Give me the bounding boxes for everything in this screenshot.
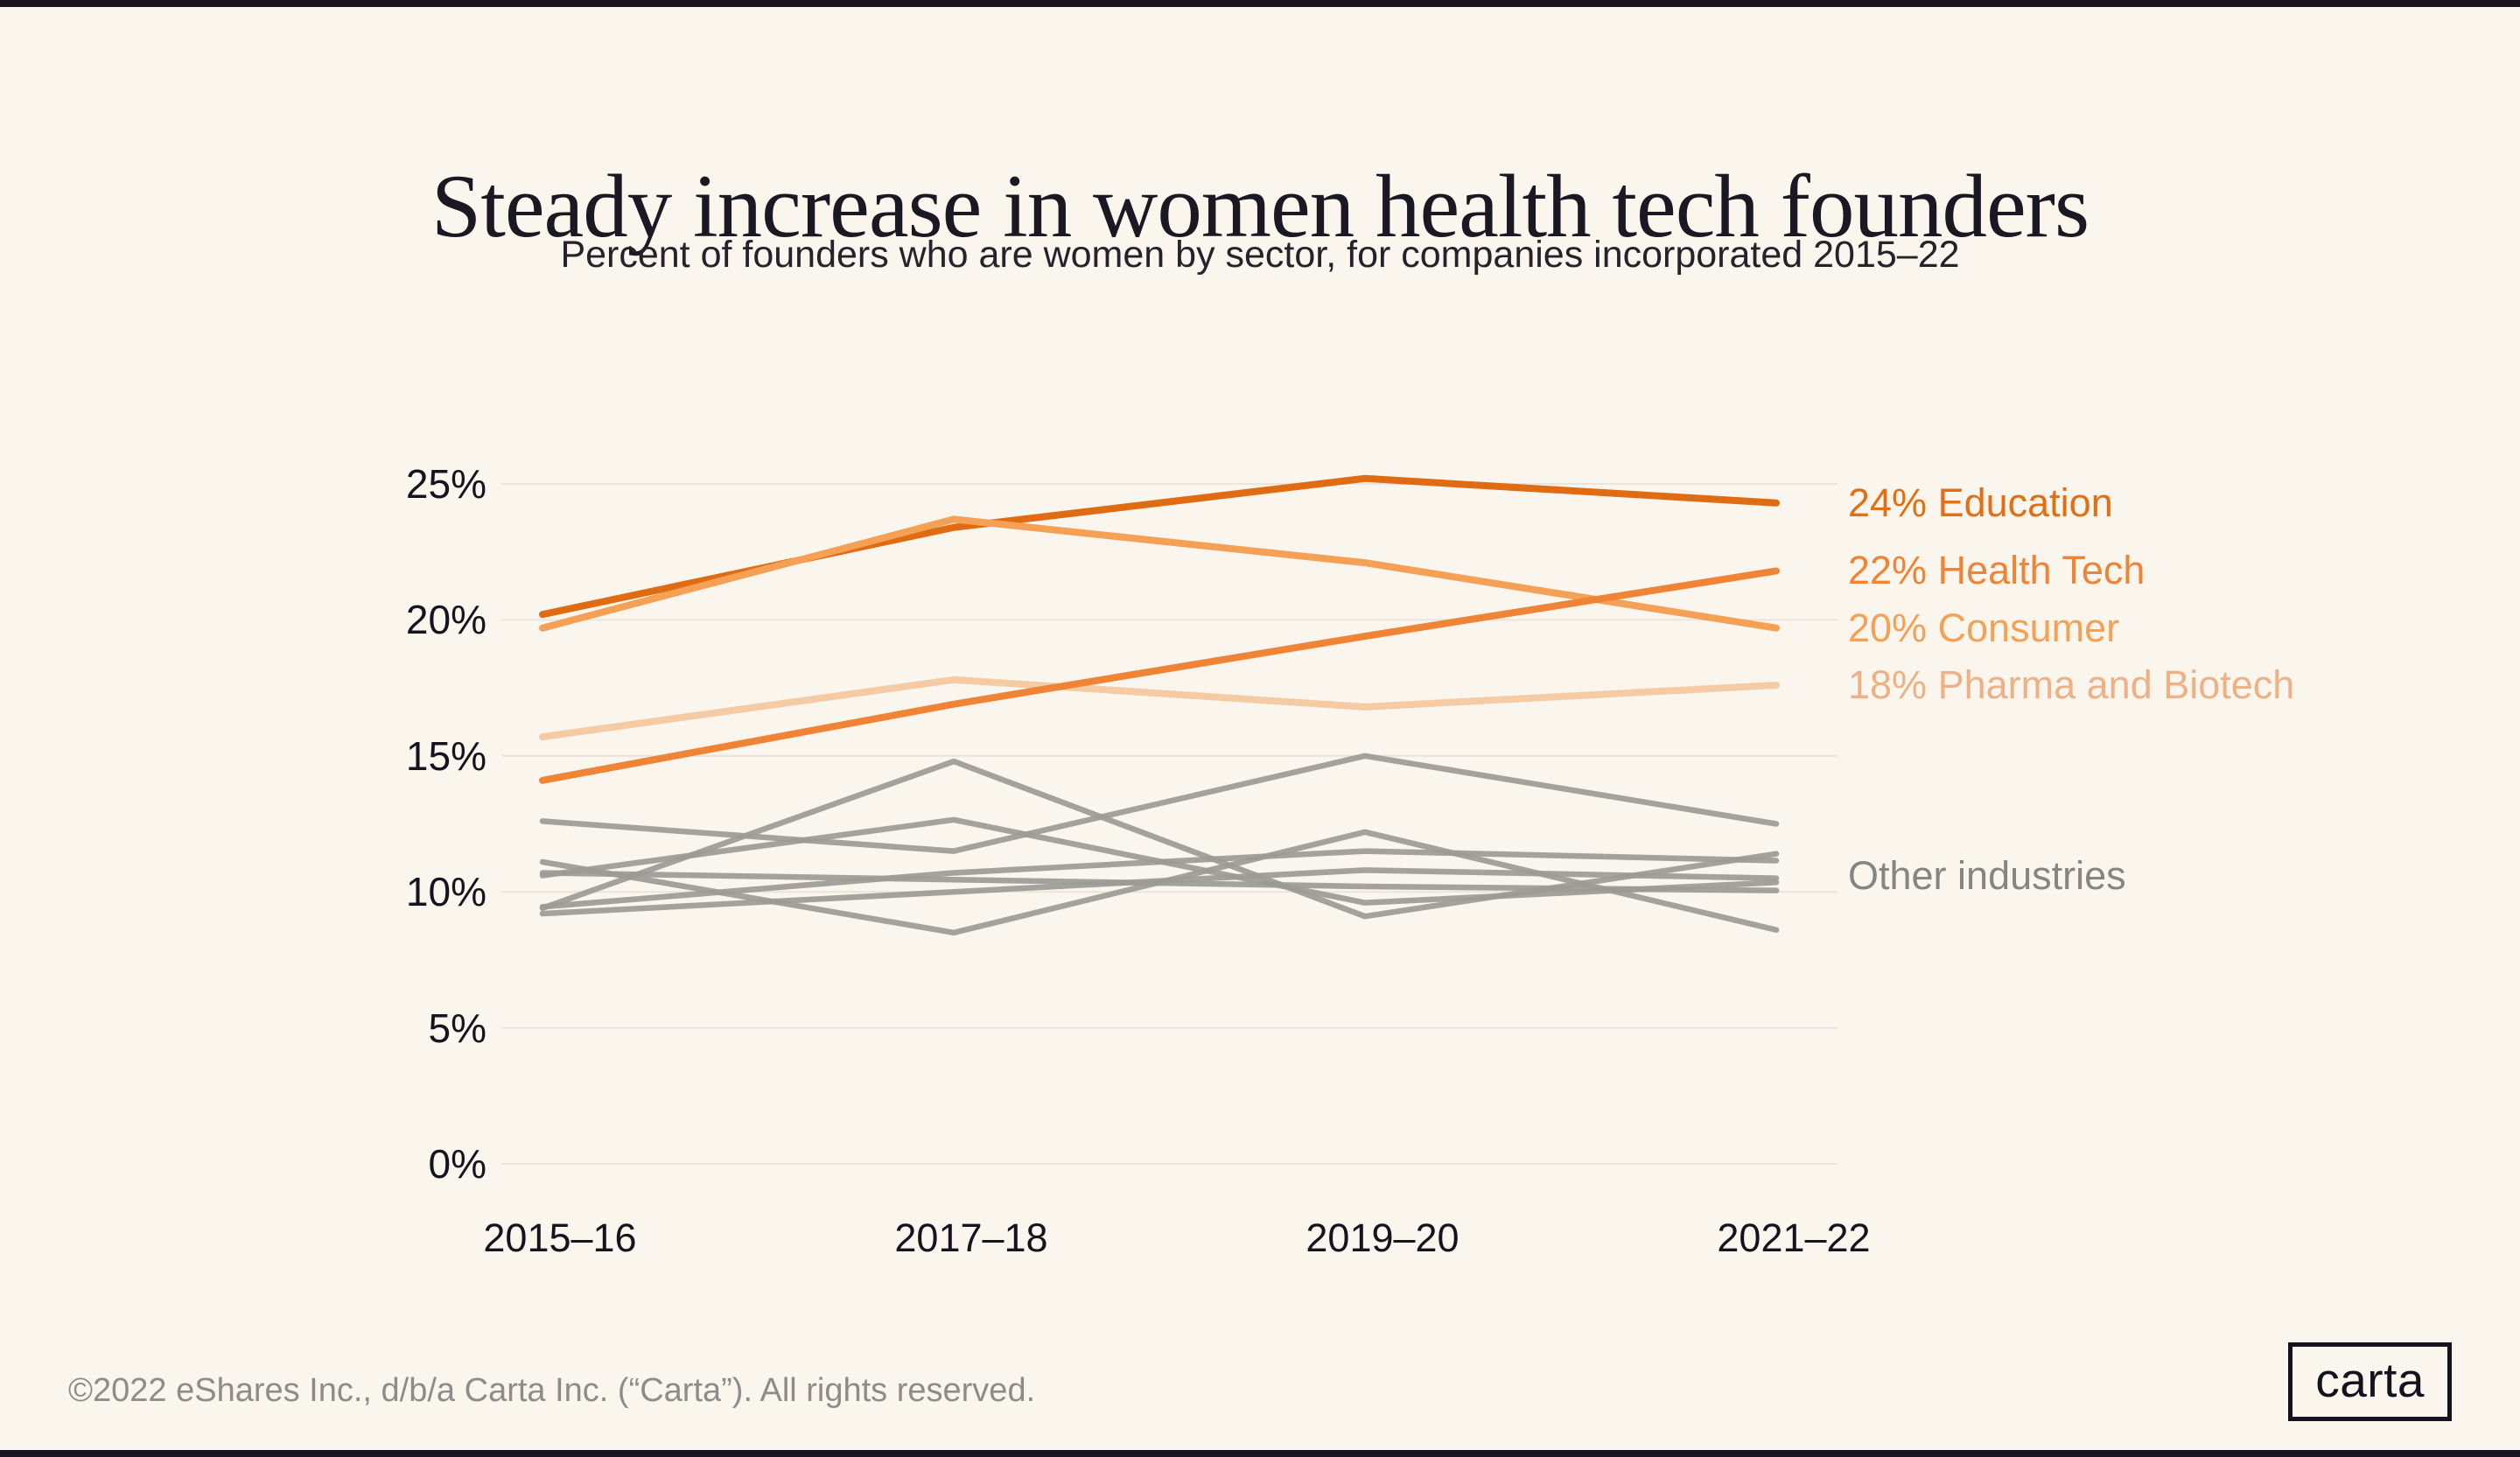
series-label-health-tech: 22% Health Tech: [1848, 548, 2146, 593]
x-tick-label-2: 2017–18: [894, 1215, 1048, 1260]
y-tick-label-15pct: 15%: [405, 732, 486, 779]
x-tick-label-1: 2015–16: [483, 1215, 637, 1260]
line-other-industry-7: [539, 870, 1780, 893]
series-label-education: 24% Education: [1848, 480, 2113, 525]
chart-subtitle: Percent of founders who are women by sec…: [560, 234, 1960, 276]
series-label-consumer: 20% Consumer: [1848, 605, 2120, 650]
x-tick-label-3: 2019–20: [1306, 1215, 1460, 1260]
series-label-other-industries: Other industries: [1848, 852, 2126, 898]
line-education: [539, 474, 1780, 619]
chart-title: Steady increase in women health tech fou…: [430, 157, 2090, 256]
bottom-edge-bar: [0, 1450, 2520, 1457]
line-health-tech: [539, 567, 1780, 784]
y-tick-label-5pct: 5%: [428, 1005, 486, 1051]
y-tick-label-25pct: 25%: [405, 461, 486, 507]
carta-logo: carta: [2288, 1342, 2452, 1421]
line-pharma-and-biotech: [539, 676, 1780, 741]
line-other-industry-6: [539, 848, 1780, 910]
x-tick-label-4: 2021–22: [1717, 1215, 1871, 1260]
line-other-industry-3: [539, 758, 1780, 920]
series-label-pharma-and-biotech: 18% Pharma and Biotech: [1848, 662, 2295, 707]
y-tick-label-0pct: 0%: [428, 1141, 486, 1187]
top-edge-bar: [0, 0, 2520, 7]
copyright-notice: ©2022 eShares Inc., d/b/a Carta Inc. (“C…: [68, 1372, 1036, 1409]
line-consumer: [539, 515, 1780, 632]
y-tick-label-20pct: 20%: [405, 597, 486, 643]
y-tick-label-10pct: 10%: [405, 869, 486, 915]
